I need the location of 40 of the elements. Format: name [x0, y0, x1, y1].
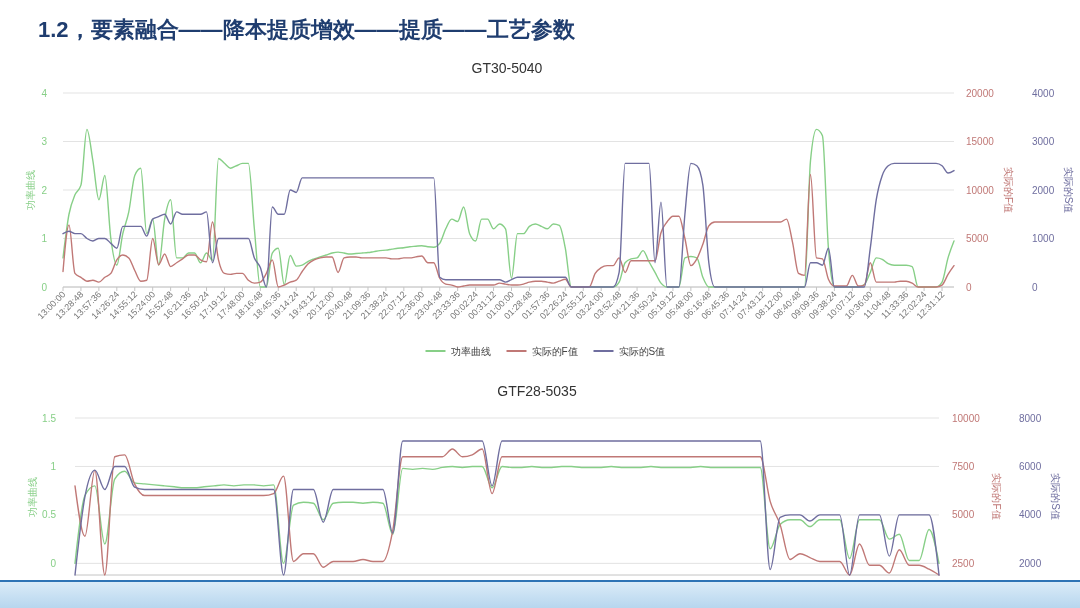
y3-tick-label: 2000	[1032, 184, 1055, 196]
y-tick-label: 1.5	[42, 412, 57, 424]
y2-axis-title: 实际的F值	[1002, 166, 1014, 214]
y2-tick-label: 7500	[952, 460, 975, 472]
y3-tick-label: 1000	[1032, 233, 1055, 244]
y-axis-title: 功率曲线	[24, 170, 36, 210]
y2-axis-title: 实际的F值	[990, 473, 1002, 520]
y3-tick-label: 0	[1032, 281, 1038, 293]
legend-label: 实际的S值	[618, 345, 666, 357]
y3-tick-label: 2000	[1019, 557, 1042, 569]
y2-tick-label: 10000	[966, 184, 995, 196]
y2-tick-label: 15000	[966, 136, 995, 147]
y3-tick-label: 6000	[1019, 460, 1042, 472]
chart-title: GT30-5040	[471, 60, 543, 76]
y2-tick-label: 2500	[952, 557, 975, 569]
y2-tick-label: 10000	[952, 412, 981, 424]
y3-tick-label: 4000	[1019, 509, 1042, 521]
chart-title: GTF28-5035	[497, 383, 577, 399]
y3-axis-title: 实际的S值	[1062, 166, 1074, 214]
y3-axis-title: 实际的S值	[1049, 473, 1061, 520]
y-tick-label: 4	[41, 87, 48, 99]
y-axis-title: 功率曲线	[26, 476, 38, 517]
text: 1.2，要素融合——降本提质增效——提质——工艺参数	[38, 17, 576, 42]
y3-tick-label: 3000	[1032, 136, 1055, 147]
y-tick-label: 0.5	[42, 509, 57, 521]
y2-tick-label: 5000	[952, 509, 975, 521]
y2-tick-label: 0	[966, 281, 972, 293]
y2-tick-label: 20000	[966, 87, 995, 99]
y2-tick-label: 5000	[966, 233, 989, 244]
y-tick-label: 1	[50, 460, 57, 472]
legend-label: 功率曲线	[450, 345, 491, 357]
y-tick-label: 1	[41, 233, 48, 244]
y-tick-label: 0	[50, 557, 57, 569]
y-tick-label: 0	[41, 281, 48, 293]
y-tick-label: 2	[41, 184, 48, 196]
line-series	[74, 465, 940, 565]
legend-label: 实际的F值	[531, 345, 578, 357]
y3-tick-label: 4000	[1032, 87, 1055, 99]
y-tick-label: 3	[41, 136, 48, 147]
y3-tick-label: 8000	[1019, 412, 1042, 424]
